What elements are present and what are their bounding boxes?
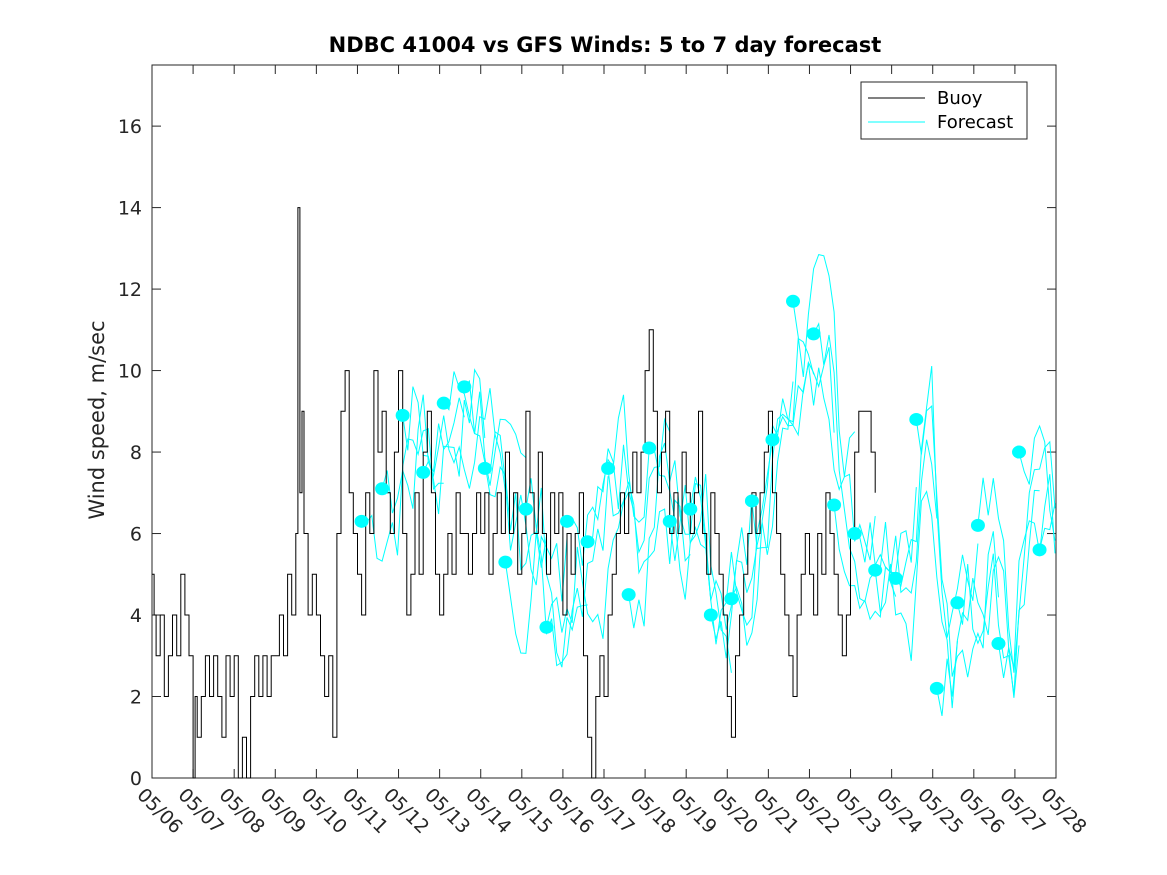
forecast-marker: [929, 681, 944, 695]
y-tick-label: 4: [130, 605, 142, 627]
forecast-marker: [662, 514, 677, 528]
y-tick-label: 2: [130, 687, 142, 709]
y-tick-label: 8: [130, 442, 142, 464]
y-axis: 0 2 4 6 8 10 12 14 16: [118, 116, 1056, 790]
buoy-line: [152, 207, 876, 779]
forecast-marker: [950, 596, 965, 610]
forecast-marker: [477, 461, 492, 475]
forecast-marker: [375, 482, 390, 496]
forecast-marker: [765, 433, 780, 447]
forecast-marker: [642, 441, 657, 455]
forecast-run-line: [1018, 424, 1056, 541]
forecast-markers: [354, 294, 1047, 695]
forecast-marker: [806, 327, 821, 341]
y-tick-label: 6: [130, 524, 142, 546]
forecast-run-line: [813, 322, 897, 603]
y-tick-label: 10: [118, 361, 142, 383]
forecast-run-line: [689, 440, 773, 645]
forecast-marker: [703, 608, 718, 622]
forecast-marker: [518, 502, 533, 516]
forecast-marker: [560, 514, 575, 528]
forecast-run-line: [443, 371, 527, 486]
forecast-run-line: [525, 476, 609, 667]
forecast-run-line: [546, 491, 630, 639]
forecast-run-line: [566, 394, 650, 566]
forecast-marker: [888, 571, 903, 585]
y-tick-label: 12: [118, 279, 142, 301]
forecast-run-line: [422, 388, 506, 492]
legend-forecast-label: Forecast: [937, 112, 1013, 133]
forecast-marker: [498, 555, 513, 569]
forecast-run-line: [402, 368, 486, 515]
forecast-marker: [786, 294, 801, 308]
chart-title: NDBC 41004 vs GFS Winds: 5 to 7 day fore…: [329, 33, 882, 57]
forecast-marker: [868, 563, 883, 577]
forecast-marker: [601, 461, 616, 475]
forecast-marker: [416, 465, 431, 479]
forecast-marker: [744, 494, 759, 508]
forecast-marker: [847, 527, 862, 541]
forecast-marker: [621, 588, 636, 602]
forecast-run-line: [710, 381, 794, 659]
buoy-series: [152, 207, 876, 779]
forecast-run-line: [936, 555, 1020, 716]
y-tick-label: 14: [118, 198, 142, 220]
forecast-run-line: [874, 490, 958, 709]
forecast-series: [361, 254, 1056, 716]
forecast-run-line: [977, 440, 1056, 673]
forecast-marker: [970, 518, 985, 532]
forecast-run-line: [854, 439, 938, 595]
y-tick-label: 16: [118, 116, 142, 138]
forecast-marker: [395, 408, 410, 422]
forecast-run-line: [998, 474, 1056, 678]
forecast-run-line: [1039, 503, 1056, 550]
forecast-run-line: [833, 487, 917, 621]
forecast-marker: [683, 502, 698, 516]
forecast-marker: [909, 412, 924, 426]
legend: Buoy Forecast: [860, 81, 1028, 140]
forecast-run-line: [381, 394, 465, 514]
forecast-marker: [991, 637, 1006, 651]
forecast-marker: [827, 498, 842, 512]
forecast-marker: [354, 514, 369, 528]
forecast-marker: [580, 535, 595, 549]
legend-box: [860, 81, 1028, 140]
y-axis-label: Wind speed, m/sec: [85, 320, 109, 519]
forecast-marker: [457, 380, 472, 394]
forecast-marker: [1032, 543, 1047, 557]
y-tick-label: 0: [130, 768, 142, 790]
forecast-run-line: [956, 489, 1040, 695]
forecast-run-line: [895, 365, 979, 638]
forecast-run-line: [607, 468, 691, 575]
forecast-run-line: [587, 417, 671, 554]
forecast-marker: [1012, 445, 1027, 459]
forecast-marker: [724, 592, 739, 606]
forecast-marker: [539, 620, 554, 634]
legend-buoy-label: Buoy: [937, 88, 983, 109]
forecast-marker: [436, 396, 451, 410]
